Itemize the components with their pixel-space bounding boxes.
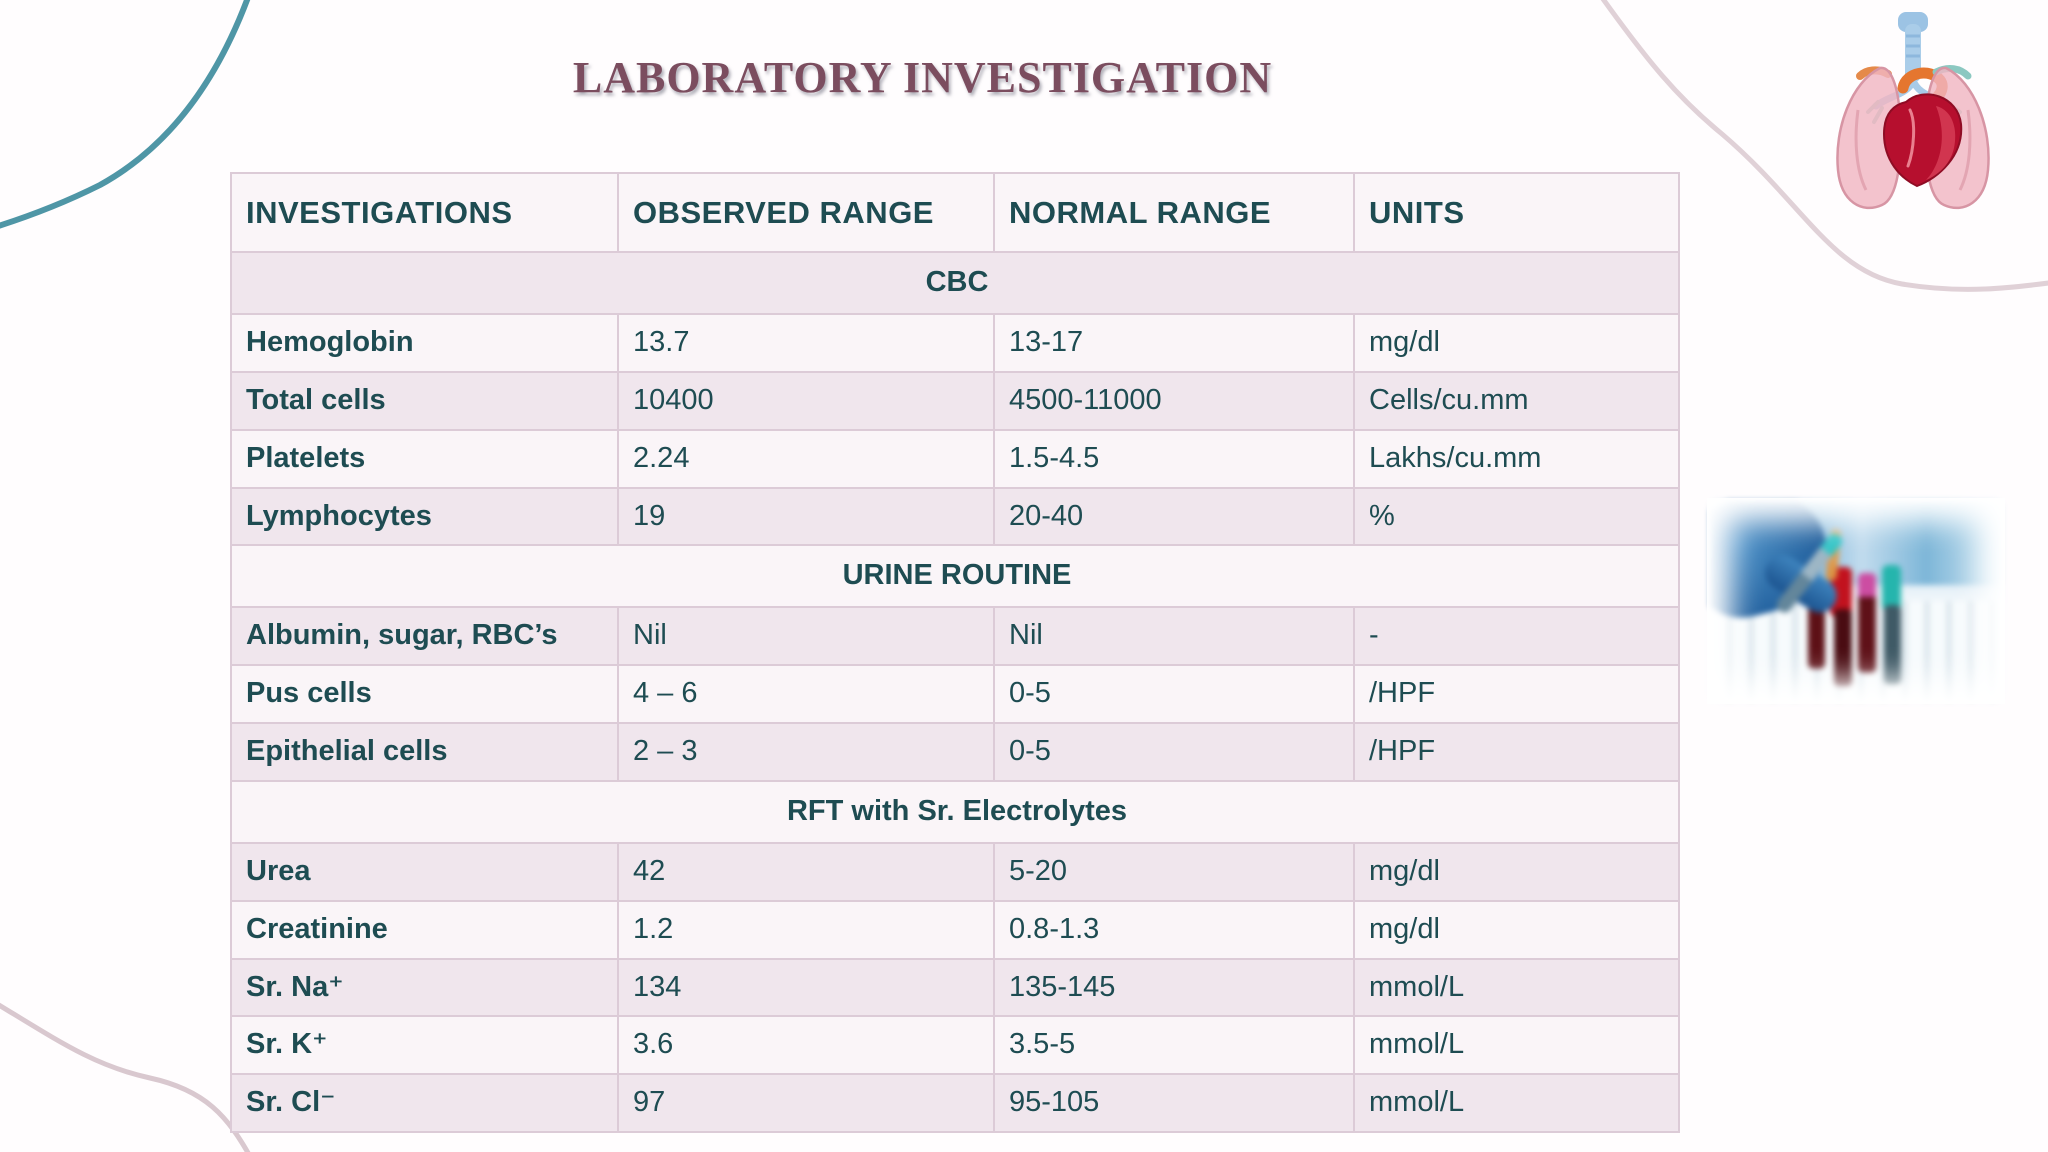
blood-tube <box>1808 577 1825 669</box>
cell-normal-range: 4500-11000 <box>993 370 1355 431</box>
cell-investigation: Platelets <box>230 428 619 489</box>
blue-glove-hand <box>1710 501 1840 628</box>
tube-rack <box>1710 601 2002 701</box>
section-title: URINE ROUTINE <box>230 544 1680 609</box>
section-header-row: RFT with Sr. Electrolytes <box>230 779 1680 844</box>
table-row: Albumin, sugar, RBC’s Nil Nil - <box>230 606 1680 667</box>
cell-observed-value: Nil <box>617 606 995 667</box>
cell-investigation: Hemoglobin <box>230 313 619 373</box>
lab-photo-blue-band <box>1785 501 2002 585</box>
cell-units: /HPF <box>1353 664 1680 725</box>
table-row: Total cells 10400 4500-11000 Cells/cu.mm <box>230 370 1680 431</box>
cell-normal-range: 0.8-1.3 <box>993 899 1355 960</box>
cell-observed-value: 4 – 6 <box>617 664 995 725</box>
cell-observed-value: 97 <box>617 1073 995 1134</box>
cell-units: Lakhs/cu.mm <box>1353 428 1680 489</box>
blue-glove-finger <box>1758 548 1844 620</box>
cell-normal-range: 0-5 <box>993 722 1355 782</box>
cell-investigation: Urea <box>230 841 619 902</box>
cell-units: Cells/cu.mm <box>1353 370 1680 431</box>
col-header-units: UNITS <box>1353 172 1680 253</box>
red-cap-tube <box>1830 567 1852 617</box>
teal-arc-top-left-icon <box>0 0 251 229</box>
page-title: LABORATORY INVESTIGATION <box>572 53 1273 102</box>
cell-units: mg/dl <box>1353 899 1680 960</box>
cell-units: mmol/L <box>1353 957 1680 1018</box>
cell-normal-range: 1.5-4.5 <box>993 428 1355 489</box>
magenta-cap-tube <box>1858 573 1876 673</box>
lab-test-tubes-photo <box>1710 501 2002 701</box>
cell-normal-range: 13-17 <box>993 313 1355 373</box>
cell-normal-range: 135-145 <box>993 957 1355 1018</box>
lab-photo-blur-layer <box>1710 501 2002 701</box>
cell-units: - <box>1353 606 1680 667</box>
cell-observed-value: 134 <box>617 957 995 1018</box>
section-title: RFT with Sr. Electrolytes <box>230 779 1680 844</box>
teal-cap-tube <box>1882 565 1901 611</box>
cell-investigation: Albumin, sugar, RBC’s <box>230 606 619 667</box>
col-header-investigations: INVESTIGATIONS <box>230 172 619 253</box>
cell-normal-range: 20-40 <box>993 486 1355 547</box>
table-row: Sr. K⁺ 3.6 3.5-5 mmol/L <box>230 1015 1680 1076</box>
table-row: Platelets 2.24 1.5-4.5 Lakhs/cu.mm <box>230 428 1680 489</box>
table-header-row: INVESTIGATIONS OBSERVED RANGE NORMAL RAN… <box>230 172 1680 253</box>
cell-normal-range: Nil <box>993 606 1355 667</box>
cell-normal-range: 3.5-5 <box>993 1015 1355 1076</box>
lab-table-body: CBC Hemoglobin 13.7 13-17 mg/dl Total cells 10… <box>230 251 1680 1134</box>
blood-tube <box>1884 605 1901 685</box>
cell-observed-value: 10400 <box>617 370 995 431</box>
held-test-tube <box>1774 530 1845 616</box>
cell-investigation: Sr. Cl⁻ <box>230 1073 619 1134</box>
table-row: Urea 42 5-20 mg/dl <box>230 841 1680 902</box>
cell-normal-range: 95-105 <box>993 1073 1355 1134</box>
cell-investigation: Lymphocytes <box>230 486 619 547</box>
cell-investigation: Sr. Na⁺ <box>230 957 619 1018</box>
cell-observed-value: 1.2 <box>617 899 995 960</box>
cell-investigation: Epithelial cells <box>230 722 619 782</box>
section-header-row: URINE ROUTINE <box>230 544 1680 609</box>
cell-units: mmol/L <box>1353 1073 1680 1134</box>
section-title: CBC <box>230 251 1680 315</box>
cell-observed-value: 3.6 <box>617 1015 995 1076</box>
cell-normal-range: 5-20 <box>993 841 1355 902</box>
cell-investigation: Creatinine <box>230 899 619 960</box>
cell-observed-value: 13.7 <box>617 313 995 373</box>
orange-swab <box>1825 528 1842 582</box>
pink-curve-bottom-left-icon <box>0 1002 251 1152</box>
table-row: Hemoglobin 13.7 13-17 mg/dl <box>230 313 1680 373</box>
cell-normal-range: 0-5 <box>993 664 1355 725</box>
table-row: Lymphocytes 19 20-40% <box>230 486 1680 547</box>
cell-units: mg/dl <box>1353 313 1680 373</box>
cell-investigation: Pus cells <box>230 664 619 725</box>
col-header-observed-range: OBSERVED RANGE <box>617 172 995 253</box>
table-row: Creatinine 1.2 0.8-1.3 mg/dl <box>230 899 1680 960</box>
cell-observed-value: 2.24 <box>617 428 995 489</box>
cell-observed-value: 42 <box>617 841 995 902</box>
cell-observed-value: 19 <box>617 486 995 547</box>
cell-units: /HPF <box>1353 722 1680 782</box>
cell-observed-value: 2 – 3 <box>617 722 995 782</box>
lungs-heart-illustration-icon <box>1836 12 1990 210</box>
table-row: Epithelial cells 2 – 3 0-5/HPF <box>230 722 1680 782</box>
table-row: Pus cells 4 – 6 0-5/HPF <box>230 664 1680 725</box>
cell-units: % <box>1353 486 1680 547</box>
lab-photo-background <box>1710 501 2002 701</box>
lab-table: INVESTIGATIONS OBSERVED RANGE NORMAL RAN… <box>230 172 1680 1134</box>
cell-units: mg/dl <box>1353 841 1680 902</box>
table-row: Sr. Cl⁻ 97 95-105 mmol/L <box>230 1073 1680 1134</box>
cell-units: mmol/L <box>1353 1015 1680 1076</box>
table-row: Sr. Na⁺ 134 135-145 mmol/L <box>230 957 1680 1018</box>
cell-investigation: Sr. K⁺ <box>230 1015 619 1076</box>
col-header-normal-range: NORMAL RANGE <box>993 172 1355 253</box>
lab-results-table-container: INVESTIGATIONS OBSERVED RANGE NORMAL RAN… <box>230 172 1680 1134</box>
blood-tube <box>1834 609 1852 687</box>
section-header-row: CBC <box>230 251 1680 315</box>
cell-investigation: Total cells <box>230 370 619 431</box>
